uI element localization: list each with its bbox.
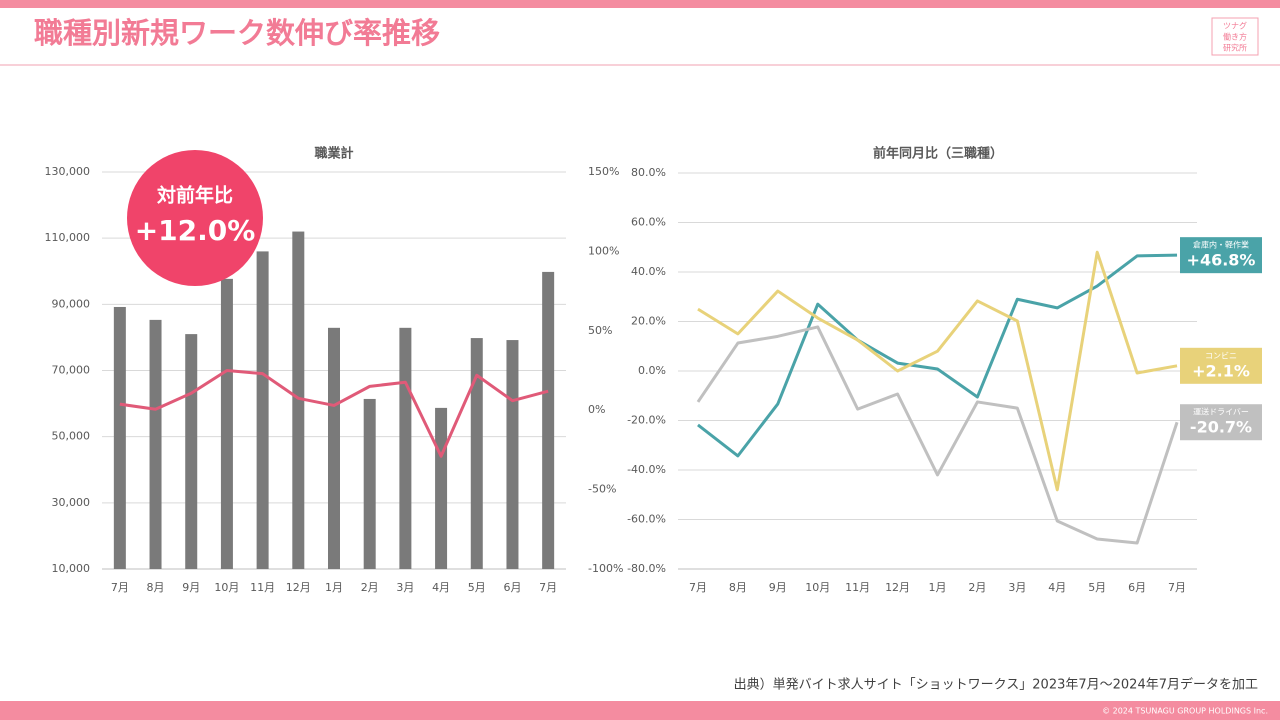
bar	[292, 231, 305, 570]
callout-value: +12.0%	[135, 214, 256, 247]
y-tick-label: -20.0%	[627, 414, 666, 427]
y-tick-label: -60.0%	[627, 513, 666, 526]
y-tick-label: 90,000	[52, 297, 91, 310]
y-tick-label: 60.0%	[631, 216, 666, 229]
y-tick-label: 30,000	[52, 496, 91, 509]
bar	[185, 334, 198, 569]
logo-box	[1211, 17, 1259, 56]
bar	[363, 398, 376, 569]
bar	[113, 306, 126, 569]
x-tick-label: 9月	[182, 581, 200, 594]
end-label-name: 倉庫内・軽作業	[1193, 240, 1249, 250]
slide-title: 職種別新規ワーク数伸び率推移	[34, 16, 440, 50]
y-tick-label: 0.0%	[638, 364, 666, 377]
top-bar	[0, 0, 1280, 8]
x-tick-label: 10月	[805, 581, 830, 594]
line-series	[696, 325, 1179, 545]
end-label-name: コンビニ	[1205, 351, 1237, 360]
bar	[470, 338, 483, 569]
logo-text: 研究所	[1223, 43, 1247, 53]
callout-circle	[127, 150, 263, 286]
logo-text: 働き方	[1223, 32, 1247, 42]
y-tick-label: 70,000	[52, 364, 91, 377]
callout-label: 対前年比	[156, 184, 233, 207]
x-tick-label: 1月	[929, 581, 947, 594]
x-tick-label: 2月	[968, 581, 986, 594]
x-tick-label: 11月	[845, 581, 870, 594]
copyright: © 2024 TSUNAGU GROUP HOLDINGS Inc.	[1102, 707, 1268, 716]
y-tick-label: 110,000	[45, 231, 91, 244]
x-tick-label: 4月	[432, 581, 450, 594]
end-label-value: +2.1%	[1192, 361, 1250, 380]
chart-title: 前年同月比（三職種）	[873, 146, 1003, 162]
x-tick-label: 5月	[1088, 581, 1106, 594]
y2-tick-label: 0%	[588, 403, 605, 416]
x-tick-label: 8月	[729, 581, 747, 594]
y-tick-label: 10,000	[52, 562, 91, 575]
y2-tick-label: -50%	[588, 483, 616, 496]
x-tick-label: 3月	[396, 581, 414, 594]
x-tick-label: 7月	[1168, 581, 1186, 594]
line-series	[697, 253, 1178, 458]
line-series	[697, 250, 1178, 492]
x-tick-label: 7月	[111, 581, 129, 594]
y-tick-label: -80.0%	[627, 562, 666, 575]
y-tick-label: 130,000	[45, 165, 91, 178]
x-tick-label: 11月	[250, 581, 275, 594]
y2-tick-label: -100%	[588, 562, 623, 575]
y2-tick-label: 150%	[588, 165, 619, 178]
bar	[149, 319, 162, 569]
x-tick-label: 12月	[286, 581, 311, 594]
x-tick-label: 12月	[885, 581, 910, 594]
end-label-box	[1180, 347, 1262, 384]
x-tick-label: 3月	[1008, 581, 1026, 594]
x-tick-label: 6月	[503, 581, 521, 594]
y2-tick-label: 50%	[588, 324, 612, 337]
x-tick-label: 7月	[689, 581, 707, 594]
bar	[542, 271, 555, 569]
source-note: 出典）単発バイト求人サイト「ショットワークス」2023年7月～2024年7月デー…	[734, 677, 1258, 693]
bar	[435, 407, 448, 569]
x-tick-label: 10月	[214, 581, 239, 594]
y-tick-label: -40.0%	[627, 463, 666, 476]
bar	[328, 327, 340, 569]
bar	[506, 340, 519, 569]
x-tick-label: 7月	[539, 581, 557, 594]
x-tick-label: 6月	[1128, 581, 1146, 594]
end-label-box	[1180, 404, 1262, 441]
y-tick-label: 50,000	[52, 430, 91, 443]
end-label-value: -20.7%	[1190, 418, 1252, 437]
line-series	[119, 369, 549, 458]
bottom-bar	[0, 701, 1280, 720]
charts: 10,000 30,000 50,000 70,000 90,000 110,000 130…	[45, 165, 1262, 594]
y-tick-label: 40.0%	[631, 265, 666, 278]
x-tick-label: 5月	[468, 581, 486, 594]
x-tick-label: 4月	[1048, 581, 1066, 594]
chart-title: 職業計	[314, 146, 353, 162]
x-tick-label: 8月	[147, 581, 165, 594]
bar	[220, 278, 233, 569]
x-tick-label: 9月	[769, 581, 787, 594]
end-label-box	[1180, 237, 1262, 274]
y2-tick-label: 100%	[588, 244, 619, 257]
end-label-value: +46.8%	[1187, 251, 1256, 270]
x-tick-label: 2月	[361, 581, 379, 594]
end-label-name: 運送ドライバー	[1193, 407, 1249, 417]
logo-text: ツナグ	[1223, 21, 1247, 31]
bar	[256, 251, 269, 569]
y-tick-label: 20.0%	[631, 315, 666, 328]
x-tick-label: 1月	[325, 581, 343, 594]
bar	[399, 327, 412, 569]
y-tick-label: 80.0%	[631, 166, 666, 179]
